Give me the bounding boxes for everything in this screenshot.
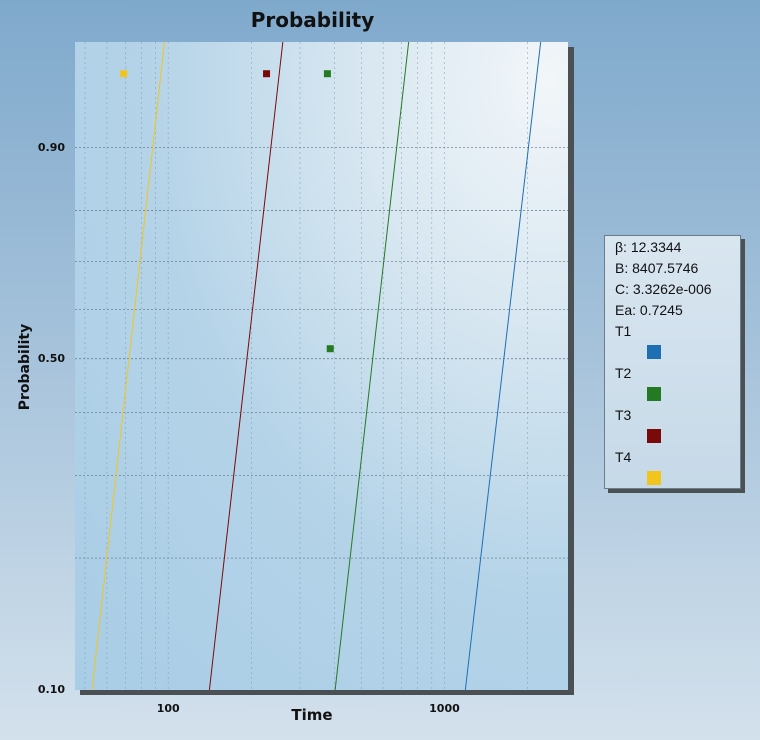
y-tick-label: 0.10 [37,683,65,696]
data-point-t2 [326,345,334,353]
data-point-t3 [263,70,271,78]
legend-c: C: 3.3262e-006 [615,281,712,297]
legend-beta: β: 12.3344 [615,239,682,255]
y-tick-label: 0.50 [37,351,65,365]
data-point-t4 [120,70,128,78]
legend-swatch-t1 [647,345,661,359]
legend-b: B: 8407.5746 [615,260,699,276]
legend-name-t2: T2 [615,365,632,381]
y-axis-label: Probability [17,323,33,411]
legend-swatch-t4 [647,471,661,485]
legend-swatch-t2 [647,387,661,401]
x-tick-label: 100 [156,702,180,715]
legend-name-t1: T1 [615,323,632,339]
series-line-t1 [464,42,542,690]
line-layer [91,42,542,690]
chart-title: Probability [250,8,375,32]
legend-name-t3: T3 [615,407,632,423]
point-layer [120,70,334,353]
x-tick-label: 1000 [429,702,460,715]
plot-svg [75,42,568,690]
series-line-t4 [91,42,166,690]
series-line-t2 [334,42,410,690]
legend-name-t4: T4 [615,449,632,465]
y-tick-label: 0.90 [37,140,65,154]
plot-area [75,42,568,690]
x-axis-label: Time [291,706,333,724]
grid-layer [75,42,568,690]
legend-ea: Ea: 0.7245 [615,302,683,318]
legend-swatch-t3 [647,429,661,443]
data-point-t2 [323,70,331,78]
legend: β: 12.3344 B: 8407.5746 C: 3.3262e-006 E… [604,235,741,489]
series-line-t3 [208,42,284,690]
